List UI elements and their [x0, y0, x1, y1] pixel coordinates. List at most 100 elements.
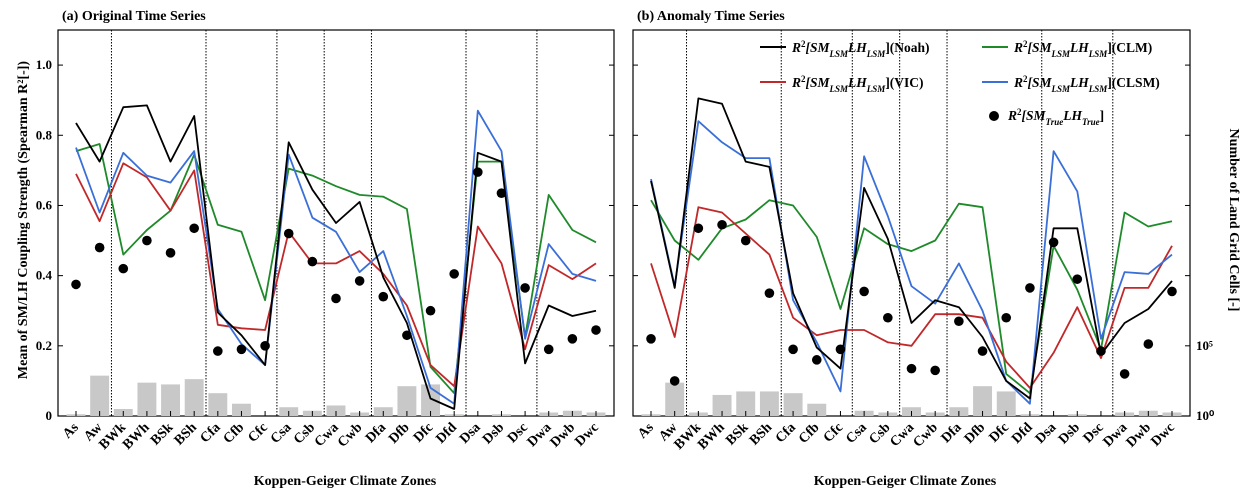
x-tick-label-Csb: Csb	[867, 420, 894, 447]
observed-point-Aw	[669, 376, 680, 386]
x-tick-label-BWh: BWh	[695, 420, 728, 453]
legend-text-part: LSM	[1088, 49, 1109, 59]
x-tick-label-Dfd: Dfd	[1009, 420, 1036, 447]
legend-text-part: LSM	[1088, 84, 1109, 94]
observed-point-Csb	[883, 312, 893, 323]
legend-text-part: LSM	[866, 49, 887, 59]
x-tick-label-Cfc: Cfc	[245, 420, 270, 445]
legend-text-part: R	[791, 75, 801, 90]
right-y-axis-label: Number of Land Grid Cells [-]	[1226, 129, 1241, 312]
x-tick-label-BWk: BWk	[96, 420, 129, 453]
observed-point-Dwa	[543, 344, 554, 355]
legend: R2[SMLSMLHLSM](Noah) R2[SMLSMLHLSM](CLM)R…	[760, 39, 1160, 127]
y-tick-label: 0	[46, 408, 53, 423]
legend-label-vic: R2[SMLSMLHLSM](VIC)	[791, 74, 924, 94]
grid-cell-count-bar-Cwa	[326, 405, 346, 416]
legend-text-part: ]	[1100, 108, 1105, 123]
legend-text-part: LSM	[829, 84, 850, 94]
observed-point-Dsc	[520, 283, 530, 293]
observed-point-As	[71, 279, 81, 290]
x-tick-label-BWh: BWh	[120, 420, 153, 453]
x-tick-label-Csb: Csb	[291, 420, 318, 447]
grid-cell-count-bar-BSh	[184, 379, 204, 416]
grid-cell-count-bar-Dfc	[421, 384, 440, 416]
x-tick-label-Cfb: Cfb	[796, 420, 823, 447]
x-tick-label-As: As	[60, 420, 82, 442]
observed-point-Dsb	[496, 188, 507, 198]
legend-text-part: True	[1082, 117, 1100, 127]
x-tick-label-Csa: Csa	[843, 420, 870, 447]
x-tick-label-Cwa: Cwa	[887, 420, 917, 450]
observed-point-Cfc	[260, 341, 270, 351]
legend-text-part: 2	[801, 74, 806, 84]
x-tick-label-Csa: Csa	[268, 420, 295, 447]
x-tick-label-Cfb: Cfb	[221, 420, 248, 447]
x-tick-label-Dfb: Dfb	[386, 420, 413, 447]
x-tick-label-Dwa: Dwa	[525, 420, 555, 450]
grid-cell-count-bar-BSk	[161, 384, 180, 416]
observed-point-Dfb	[977, 346, 988, 356]
legend-text-part: [SM	[806, 40, 831, 55]
legend-text-part: LH	[847, 75, 867, 90]
legend-text-part: R	[1013, 75, 1023, 90]
observed-point-BWk	[693, 223, 704, 234]
x-tick-label-Dwc: Dwc	[1149, 420, 1178, 449]
grid-cell-count-bar-Aw	[90, 375, 110, 416]
legend-text-part: LSM	[829, 49, 850, 59]
x-tick-label-Cfa: Cfa	[198, 420, 224, 446]
grid-cell-count-bar-Cfb	[232, 403, 251, 416]
panel-a-title: (a) Original Time Series	[62, 9, 206, 24]
observed-point-Dfc	[1001, 312, 1012, 323]
observed-point-Csa	[859, 286, 869, 297]
legend-text-part: True	[1046, 117, 1064, 127]
x-axis-label-b: Koppen-Geiger Climate Zones	[814, 474, 997, 489]
y-axis-label: Mean of SM/LH Coupling Strength (Spearma…	[16, 61, 31, 380]
x-tick-label-BSh: BSh	[747, 420, 775, 448]
observed-point-Dfa	[954, 316, 964, 327]
observed-point-Dfd	[449, 269, 459, 279]
observed-point-Cwb	[930, 365, 940, 376]
y-tick-label: 0.8	[36, 127, 53, 142]
observed-point-BSk	[165, 248, 176, 258]
x-tick-label-Cfa: Cfa	[773, 420, 799, 446]
x-tick-label-BWk: BWk	[672, 420, 705, 453]
panel-b-title: (b) Anomaly Time Series	[637, 9, 785, 24]
right-tick-label: 10⁰	[1196, 408, 1215, 423]
x-tick-label-Dfc: Dfc	[411, 420, 436, 445]
grid-cell-count-bar-BSk	[736, 391, 756, 416]
series-line-clm	[650, 199, 1173, 395]
legend-text-part: R	[1013, 40, 1023, 55]
legend-text-part: 2	[801, 39, 806, 49]
y-tick-label: 1.0	[36, 57, 52, 72]
legend-text-part: LSM	[1051, 49, 1072, 59]
x-tick-label-Dsb: Dsb	[480, 420, 507, 447]
legend-text-part: ](CLSM)	[1107, 75, 1160, 90]
observed-point-Cwa	[331, 293, 341, 304]
legend-text-part: LH	[847, 40, 867, 55]
observed-point-Cfb	[236, 344, 247, 355]
observed-point-BSh	[189, 223, 199, 234]
x-tick-label-Dfa: Dfa	[363, 420, 389, 446]
x-tick-label-Dfa: Dfa	[939, 420, 965, 446]
series-line-clm	[75, 143, 597, 395]
observed-point-BWk	[118, 263, 129, 274]
grid-cell-count-bar-Dfb	[397, 386, 417, 416]
observed-point-Dfa	[378, 291, 389, 302]
legend-text-part: 2	[1023, 39, 1028, 49]
x-tick-label-Dsb: Dsb	[1056, 420, 1083, 447]
x-tick-label-Dwc: Dwc	[573, 420, 602, 449]
legend-text-part: 2	[1023, 74, 1028, 84]
series-line-clsm	[75, 109, 597, 405]
observed-point-Csa	[283, 228, 294, 239]
legend-text-part: ](VIC)	[885, 75, 923, 90]
grid-cell-count-bar-Dfb	[973, 386, 993, 416]
x-tick-label-BSh: BSh	[172, 420, 200, 448]
observed-point-Cfa	[213, 346, 223, 356]
x-tick-label-Dwb: Dwb	[1124, 420, 1155, 451]
x-tick-label-BSk: BSk	[723, 420, 751, 448]
grid-cell-count-bar-Aw	[665, 382, 685, 416]
y-tick-label: 0.2	[36, 338, 52, 353]
x-tick-label-As: As	[635, 420, 657, 442]
series-line-clsm	[650, 120, 1173, 405]
